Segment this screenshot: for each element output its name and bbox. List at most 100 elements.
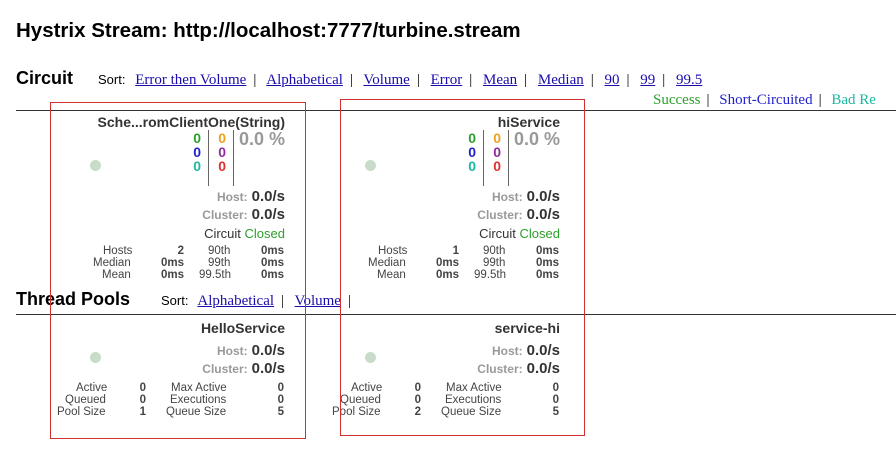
thread-pool-health-indicator xyxy=(90,352,101,363)
circuit-name: Sche...romClientOne(String) xyxy=(97,114,285,130)
mean-value: 0ms xyxy=(160,269,184,281)
hosts-value: 1 xyxy=(452,245,459,257)
active-value: 0 xyxy=(139,382,146,394)
count-separator xyxy=(508,130,509,186)
executions-label: Executions xyxy=(445,394,502,406)
sort-label: Sort: xyxy=(98,72,126,87)
short-circuited-count: 0 xyxy=(468,144,476,160)
pool-size-label: Pool Size xyxy=(57,406,106,418)
circuit-health-indicator xyxy=(365,160,376,171)
queue-size-label: Queue Size xyxy=(441,406,502,418)
cluster-label: Cluster: xyxy=(202,208,248,222)
queue-size-label: Queue Size xyxy=(166,406,227,418)
queued-label: Queued xyxy=(65,394,106,406)
p90-value: 0ms xyxy=(535,245,559,257)
p99-label: 99th xyxy=(483,257,506,269)
host-rate-row: Host: 0.0/s xyxy=(150,188,285,205)
error-rate: 0.0 % xyxy=(514,129,561,149)
cluster-rate-row: Cluster: 0.0/s xyxy=(425,360,560,377)
thread-sort-bar: Sort: Alphabetical | Volume | xyxy=(161,293,351,309)
sort-mean-link[interactable]: Mean xyxy=(483,72,518,88)
max-active-value: 0 xyxy=(552,382,559,394)
queued-value: 0 xyxy=(414,394,421,406)
highlight-box-right xyxy=(340,99,585,436)
sort-90-link[interactable]: 90 xyxy=(604,72,620,88)
count-separator xyxy=(483,130,484,186)
legend: Success | Short-Circuited | Bad Re xyxy=(653,92,876,108)
host-rate-row: Host: 0.0/s xyxy=(150,342,285,359)
circuit-name: hiService xyxy=(497,114,560,130)
hosts-label: Hosts xyxy=(378,245,408,257)
host-rate: 0.0/s xyxy=(251,188,285,205)
cluster-rate: 0.0/s xyxy=(526,206,560,223)
sort-error-then-volume-link[interactable]: Error then Volume xyxy=(135,72,247,88)
p995-label: 99.5th xyxy=(199,269,231,281)
cluster-rate: 0.0/s xyxy=(526,360,560,377)
circuit-status-row: Circuit Closed xyxy=(150,226,285,241)
rejected-count: 0 xyxy=(218,144,226,160)
thread-sort-label: Sort: xyxy=(161,293,189,308)
sort-error-link[interactable]: Error xyxy=(430,72,463,88)
p99-label: 99th xyxy=(208,257,231,269)
executions-label: Executions xyxy=(170,394,227,406)
median-value: 0ms xyxy=(435,257,459,269)
executions-value: 0 xyxy=(552,394,559,406)
queue-size-value: 5 xyxy=(277,406,284,418)
thread-pool-name: HelloService xyxy=(200,320,285,336)
thread-sort-volume-link[interactable]: Volume xyxy=(294,293,341,309)
cluster-rate-row: Cluster: 0.0/s xyxy=(425,206,560,223)
p99-value: 0ms xyxy=(260,257,284,269)
circuit-status: Closed xyxy=(244,226,285,241)
active-label: Active xyxy=(351,382,383,394)
host-rate-row: Host: 0.0/s xyxy=(425,342,560,359)
highlight-box-left xyxy=(50,102,306,439)
circuit-section-title: Circuit xyxy=(16,68,74,88)
sort-99-5-link[interactable]: 99.5 xyxy=(676,72,703,88)
cluster-rate: 0.0/s xyxy=(251,206,285,223)
sort-median-link[interactable]: Median xyxy=(537,72,584,88)
cluster-label: Cluster: xyxy=(477,362,523,376)
timeout-count: 0 xyxy=(218,130,226,146)
host-rate: 0.0/s xyxy=(526,342,560,359)
active-label: Active xyxy=(76,382,108,394)
failure-count: 0 xyxy=(218,158,226,174)
page-title: Hystrix Stream: http://localhost:7777/tu… xyxy=(16,19,521,42)
timeout-count: 0 xyxy=(493,130,501,146)
circuit-sort-bar: Sort: Error then Volume | Alphabetical | V… xyxy=(98,72,703,88)
thread-sort-alphabetical-link[interactable]: Alphabetical xyxy=(197,293,275,309)
host-rate: 0.0/s xyxy=(251,342,285,359)
cluster-label: Cluster: xyxy=(477,208,523,222)
queued-label: Queued xyxy=(340,394,381,406)
median-label: Median xyxy=(368,257,406,269)
legend-success: Success xyxy=(653,92,701,108)
hosts-label: Hosts xyxy=(103,245,133,257)
mean-label: Mean xyxy=(102,269,131,281)
circuit-status: Closed xyxy=(519,226,560,241)
queue-size-value: 5 xyxy=(552,406,559,418)
p90-label: 90th xyxy=(208,245,231,257)
host-label: Host: xyxy=(491,190,523,204)
success-count: 0 xyxy=(193,130,201,146)
sort-99-link[interactable]: 99 xyxy=(640,72,656,88)
circuit-health-indicator xyxy=(90,160,101,171)
thread-pool-name: service-hi xyxy=(494,320,560,336)
count-separator xyxy=(208,130,209,186)
mean-value: 0ms xyxy=(435,269,459,281)
success-count: 0 xyxy=(468,130,476,146)
short-circuited-count: 0 xyxy=(193,144,201,160)
host-label: Host: xyxy=(491,344,523,358)
thread-pools-section-title: Thread Pools xyxy=(16,289,131,309)
sort-volume-link[interactable]: Volume xyxy=(363,72,410,88)
pool-size-label: Pool Size xyxy=(332,406,381,418)
cluster-label: Cluster: xyxy=(202,362,248,376)
sort-alphabetical-link[interactable]: Alphabetical xyxy=(266,72,343,88)
pool-size-value: 2 xyxy=(414,406,421,418)
circuit-label: Circuit xyxy=(479,226,516,241)
failure-count: 0 xyxy=(493,158,501,174)
active-value: 0 xyxy=(414,382,421,394)
max-active-value: 0 xyxy=(277,382,284,394)
host-label: Host: xyxy=(216,190,248,204)
max-active-label: Max Active xyxy=(446,382,502,394)
p90-value: 0ms xyxy=(260,245,284,257)
error-rate: 0.0 % xyxy=(239,129,286,149)
